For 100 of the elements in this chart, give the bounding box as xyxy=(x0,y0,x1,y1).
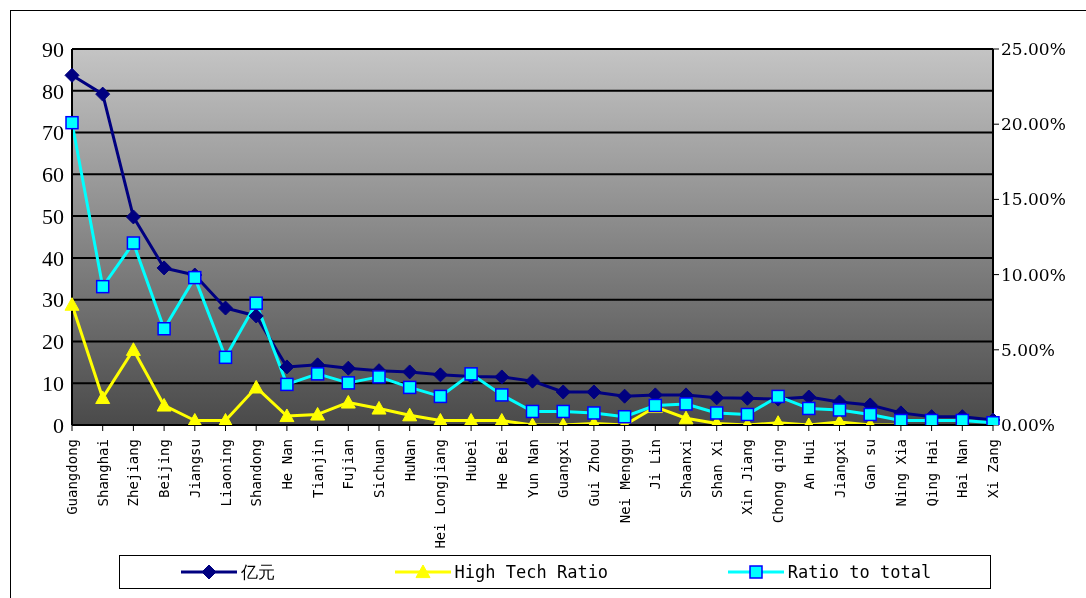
point xyxy=(402,380,417,395)
point xyxy=(955,413,970,425)
point xyxy=(525,404,540,419)
point xyxy=(463,412,479,425)
point xyxy=(556,404,570,419)
point xyxy=(740,407,755,422)
x-tick-label: He Bei xyxy=(493,439,510,490)
point xyxy=(340,394,356,409)
point xyxy=(340,360,356,376)
legend-label: High Tech Ratio xyxy=(454,562,609,582)
point xyxy=(279,359,295,375)
point xyxy=(464,367,478,381)
y-tick-label: 0 xyxy=(53,412,64,438)
x-tick-label: Gan su xyxy=(862,439,879,490)
x-tick-label: Jiangxi xyxy=(831,439,848,499)
y-tick-label: 90 xyxy=(42,36,64,62)
point xyxy=(187,412,203,425)
x-tick-label: Hai Nan xyxy=(954,439,971,499)
point xyxy=(802,401,816,416)
point xyxy=(371,400,387,415)
y2-tick-label: 5.00% xyxy=(1001,339,1056,360)
point xyxy=(494,369,510,385)
point xyxy=(280,377,294,392)
x-tick-label: Hubei xyxy=(463,439,480,482)
point xyxy=(64,297,80,311)
point xyxy=(248,308,264,324)
point xyxy=(617,388,633,404)
point xyxy=(65,115,79,130)
point xyxy=(402,407,418,422)
x-tick-label: Shaanxi xyxy=(678,439,694,499)
point xyxy=(525,373,540,389)
x-tick-label: Xin Jiang xyxy=(739,439,756,515)
point xyxy=(679,397,693,411)
x-tick-label: Fujian xyxy=(340,439,357,490)
point xyxy=(156,397,172,412)
point xyxy=(218,350,233,365)
point xyxy=(709,406,724,420)
x-tick-label: Guangdong xyxy=(64,439,80,515)
point xyxy=(678,410,694,425)
x-tick-label: Ji Lin xyxy=(647,439,664,490)
y-tick-label: 30 xyxy=(42,287,64,313)
point xyxy=(248,379,264,394)
x-tick-label: Liaoning xyxy=(217,439,234,507)
point xyxy=(617,409,632,424)
y2-tick-label: 10.00% xyxy=(1001,264,1066,285)
point xyxy=(739,390,755,406)
point xyxy=(494,412,510,425)
x-tick-label: Nei Menggu xyxy=(616,439,633,524)
point xyxy=(924,413,939,425)
point xyxy=(64,67,80,83)
point xyxy=(832,403,847,417)
point xyxy=(863,407,877,422)
point xyxy=(586,384,602,400)
x-tick-label: Ning Xia xyxy=(892,439,909,507)
point xyxy=(95,279,110,294)
x-tick-label: An Hui xyxy=(800,439,817,490)
point xyxy=(495,388,509,402)
point xyxy=(249,296,263,310)
point xyxy=(279,408,295,423)
point xyxy=(125,209,141,225)
point xyxy=(218,300,233,316)
point xyxy=(95,390,111,405)
x-tick-label: Hei Longjiang xyxy=(432,439,449,549)
x-tick-label: Yun Nan xyxy=(524,439,541,499)
point xyxy=(341,376,356,390)
x-tick-label: Gui Zhou xyxy=(585,439,602,507)
x-tick-label: Sichuan xyxy=(371,439,387,499)
legend-label: Ratio to total xyxy=(787,562,932,582)
y-tick-label: 20 xyxy=(42,329,64,355)
x-tick-label: Xi Zang xyxy=(985,439,1001,499)
point xyxy=(372,370,386,384)
point xyxy=(555,384,571,400)
x-tick-label: Guangxi xyxy=(555,439,572,499)
y-tick-label: 80 xyxy=(42,78,64,104)
y-tick-label: 10 xyxy=(42,371,64,397)
x-tick-label: Chong qing xyxy=(770,439,787,524)
point xyxy=(157,321,171,336)
point xyxy=(126,236,141,250)
x-tick-label: Shanghai xyxy=(94,439,111,507)
point xyxy=(402,364,418,380)
point xyxy=(310,367,325,381)
y2-tick-label: 0.00% xyxy=(1001,415,1056,436)
legend-label: 亿元 xyxy=(240,560,275,584)
y2-tick-label: 20.00% xyxy=(1001,114,1066,135)
x-tick-label: Beijing xyxy=(156,439,173,499)
y-tick-label: 40 xyxy=(42,245,64,271)
point xyxy=(587,406,601,420)
point xyxy=(432,367,448,383)
y2-tick-label: 15.00% xyxy=(1001,189,1066,210)
y2-tick-label: 25.00% xyxy=(1001,39,1066,60)
x-tick-label: HuNan xyxy=(401,439,418,482)
y-tick-label: 70 xyxy=(42,120,64,146)
point xyxy=(709,390,725,406)
x-tick-label: Shan Xi xyxy=(708,439,725,499)
y-tick-label: 50 xyxy=(42,203,64,229)
point xyxy=(125,342,141,356)
point xyxy=(310,406,326,421)
point xyxy=(218,412,233,425)
x-tick-label: He Nan xyxy=(278,439,295,490)
point xyxy=(95,86,111,102)
